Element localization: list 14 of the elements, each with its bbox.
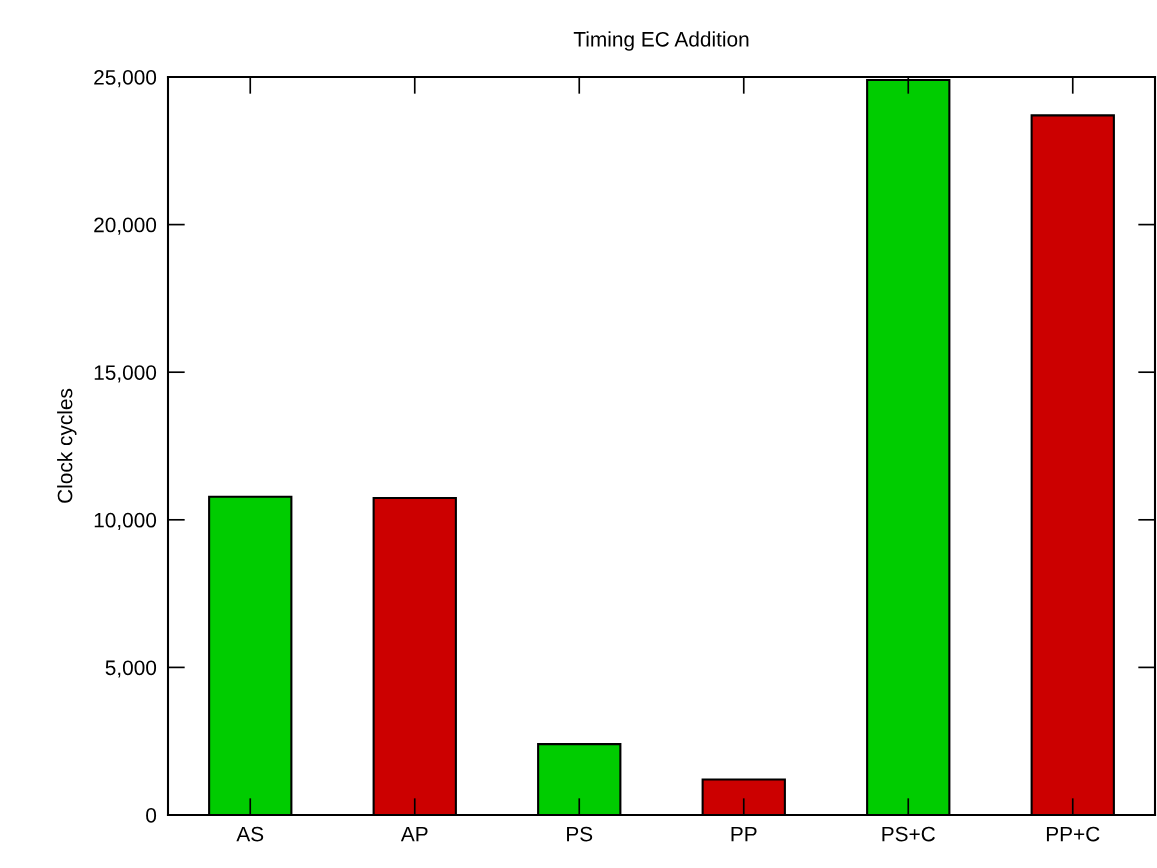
y-tick-label: 0 [146,808,157,823]
x-tick-label: PS [567,826,593,842]
y-tick-label: 15,000 [94,365,157,383]
x-tick-label: AP [400,826,428,842]
x-tick-label: AS [236,826,264,842]
y-tick-label: 20,000 [94,217,157,235]
y-tick-label: 5,000 [105,660,157,678]
x-tick-label: PP [731,826,757,842]
x-tick-label: PP+C [1046,826,1100,842]
y-tick-label: 10,000 [94,512,157,531]
x-tick-label: PS+C [882,826,935,842]
y-axis-title: Clock cycles [57,388,77,503]
y-tick-label: 25,000 [94,70,157,88]
chart-title: Timing EC Addition [573,31,749,51]
